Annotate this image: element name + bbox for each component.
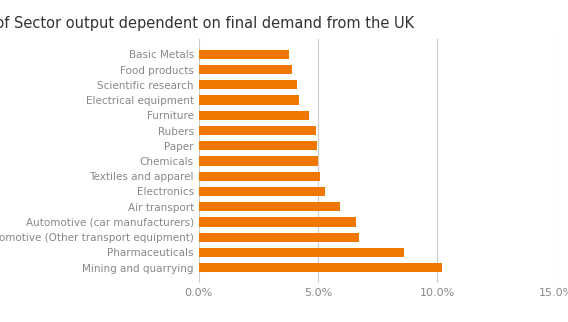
Bar bbox=[199, 65, 292, 74]
Bar bbox=[199, 248, 404, 257]
Text: % of Sector output dependent on final demand from the UK: % of Sector output dependent on final de… bbox=[0, 15, 414, 31]
Bar bbox=[199, 217, 356, 226]
Bar bbox=[199, 50, 290, 59]
Bar bbox=[199, 187, 325, 196]
Bar bbox=[199, 96, 299, 105]
Bar bbox=[199, 172, 320, 181]
Bar bbox=[199, 141, 317, 150]
Bar bbox=[199, 126, 316, 135]
Bar bbox=[199, 80, 296, 90]
Bar bbox=[199, 263, 442, 272]
Bar bbox=[199, 232, 358, 242]
Bar bbox=[199, 156, 318, 166]
Bar bbox=[199, 202, 340, 211]
Bar bbox=[199, 111, 308, 120]
